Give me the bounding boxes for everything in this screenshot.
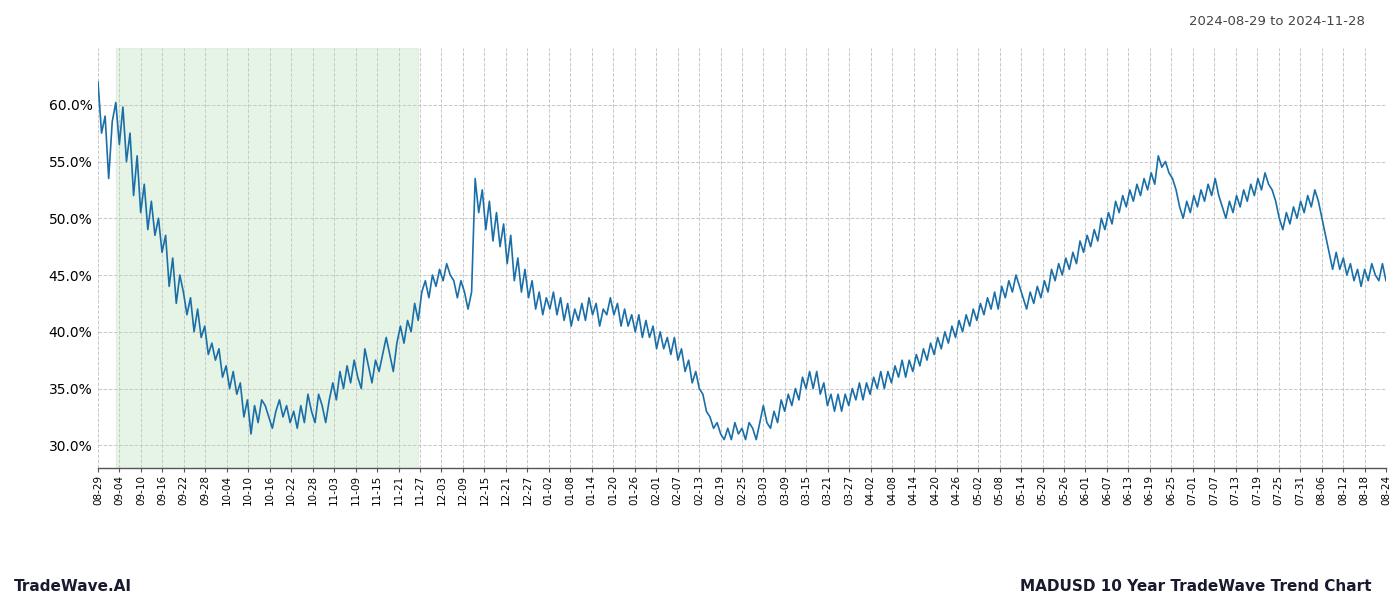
Bar: [116, 48, 419, 468]
Text: TradeWave.AI: TradeWave.AI: [14, 579, 132, 594]
Text: 2024-08-29 to 2024-11-28: 2024-08-29 to 2024-11-28: [1189, 15, 1365, 28]
Text: MADUSD 10 Year TradeWave Trend Chart: MADUSD 10 Year TradeWave Trend Chart: [1021, 579, 1372, 594]
